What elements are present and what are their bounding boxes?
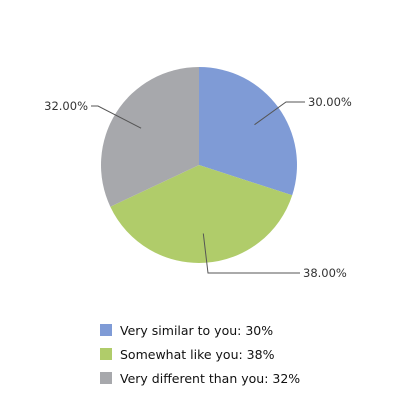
- legend-label-very-different: Very different than you: 32%: [120, 370, 301, 386]
- leader-line-very-different: [91, 105, 142, 129]
- pie-chart: 30.00% 38.00% 32.00%: [44, 67, 352, 280]
- leader-line-very-similar: [254, 101, 305, 126]
- data-label-very-different: 32.00%: [44, 99, 88, 113]
- legend-item-somewhat-like: Somewhat like you: 38%: [100, 342, 390, 366]
- legend-swatch-very-similar: [100, 324, 112, 336]
- legend-swatch-very-different: [100, 372, 112, 384]
- legend-label-somewhat-like: Somewhat like you: 38%: [120, 346, 275, 362]
- pie-slice-somewhat-like: [110, 165, 293, 263]
- legend-item-very-similar: Very similar to you: 30%: [100, 318, 390, 342]
- data-label-somewhat-like: 38.00%: [303, 266, 347, 280]
- legend-label-very-similar: Very similar to you: 30%: [120, 322, 274, 338]
- data-label-very-similar: 30.00%: [308, 95, 352, 109]
- pie-slice-very-different: [101, 67, 199, 207]
- leader-line-somewhat-like: [202, 233, 300, 274]
- pie-slice-very-similar: [199, 67, 297, 196]
- chart-legend: Very similar to you: 30% Somewhat like y…: [100, 318, 390, 390]
- legend-swatch-somewhat-like: [100, 348, 112, 360]
- legend-item-very-different: Very different than you: 32%: [100, 366, 390, 390]
